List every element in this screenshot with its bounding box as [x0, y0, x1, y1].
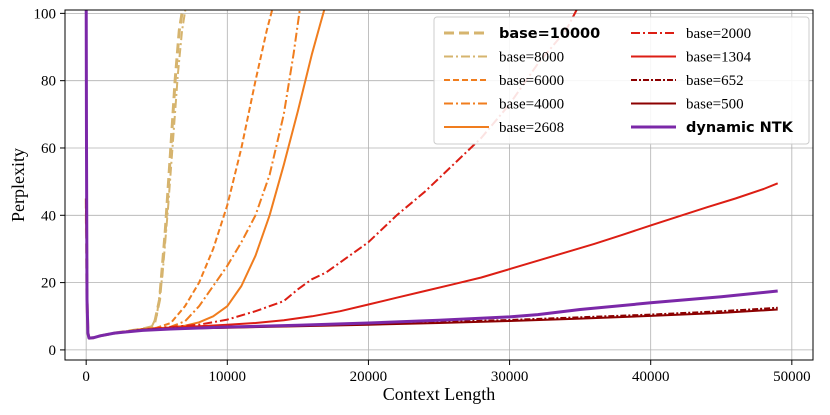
x-axis-label: Context Length: [383, 384, 495, 404]
series-lines: [84, 10, 779, 340]
legend-label: dynamic NTK: [686, 120, 794, 136]
x-tick-label: 50000: [773, 369, 811, 385]
y-tick-label: 60: [41, 141, 56, 157]
series-line-base-8000: [85, 10, 187, 340]
x-tick-label: 10000: [209, 369, 247, 385]
series-line-base-2000: [85, 10, 578, 340]
legend-label: base=2000: [686, 26, 751, 42]
x-tick-label: 20000: [350, 369, 388, 385]
legend-label: base=10000: [499, 26, 600, 42]
x-tick-label: 30000: [491, 369, 529, 385]
plot-frame: [64, 9, 814, 361]
y-tick-label: 80: [41, 74, 56, 90]
legend-label: base=2608: [499, 120, 564, 136]
y-tick-label: 0: [49, 343, 57, 359]
y-tick-label: 100: [34, 6, 57, 22]
legend-label: base=652: [686, 73, 744, 89]
series-line-base-4000: [85, 10, 301, 340]
x-tick-label: 0: [82, 369, 90, 385]
series-line-dynamic-ntk: [84, 10, 778, 340]
series-line-base-2608: [85, 10, 326, 340]
y-tick-label: 40: [41, 208, 56, 224]
y-axis-label: Perplexity: [8, 148, 28, 222]
axis-ticks: 0 10000 20000 30000 40000 50000 0 20 40 60 80 100: [34, 6, 811, 385]
legend-label: base=1304: [686, 50, 752, 66]
legend-label: base=8000: [499, 50, 564, 66]
legend-label: base=6000: [499, 73, 564, 89]
legend: base=10000 base=8000 base=6000 base=4000 bas…: [433, 16, 810, 145]
legend-label: base=500: [686, 97, 744, 113]
x-tick-label: 40000: [632, 369, 670, 385]
legend-label: base=4000: [499, 97, 564, 113]
y-tick-label: 20: [41, 276, 56, 292]
legend-box: [433, 16, 810, 145]
series-line-base-10000: [84, 10, 185, 340]
